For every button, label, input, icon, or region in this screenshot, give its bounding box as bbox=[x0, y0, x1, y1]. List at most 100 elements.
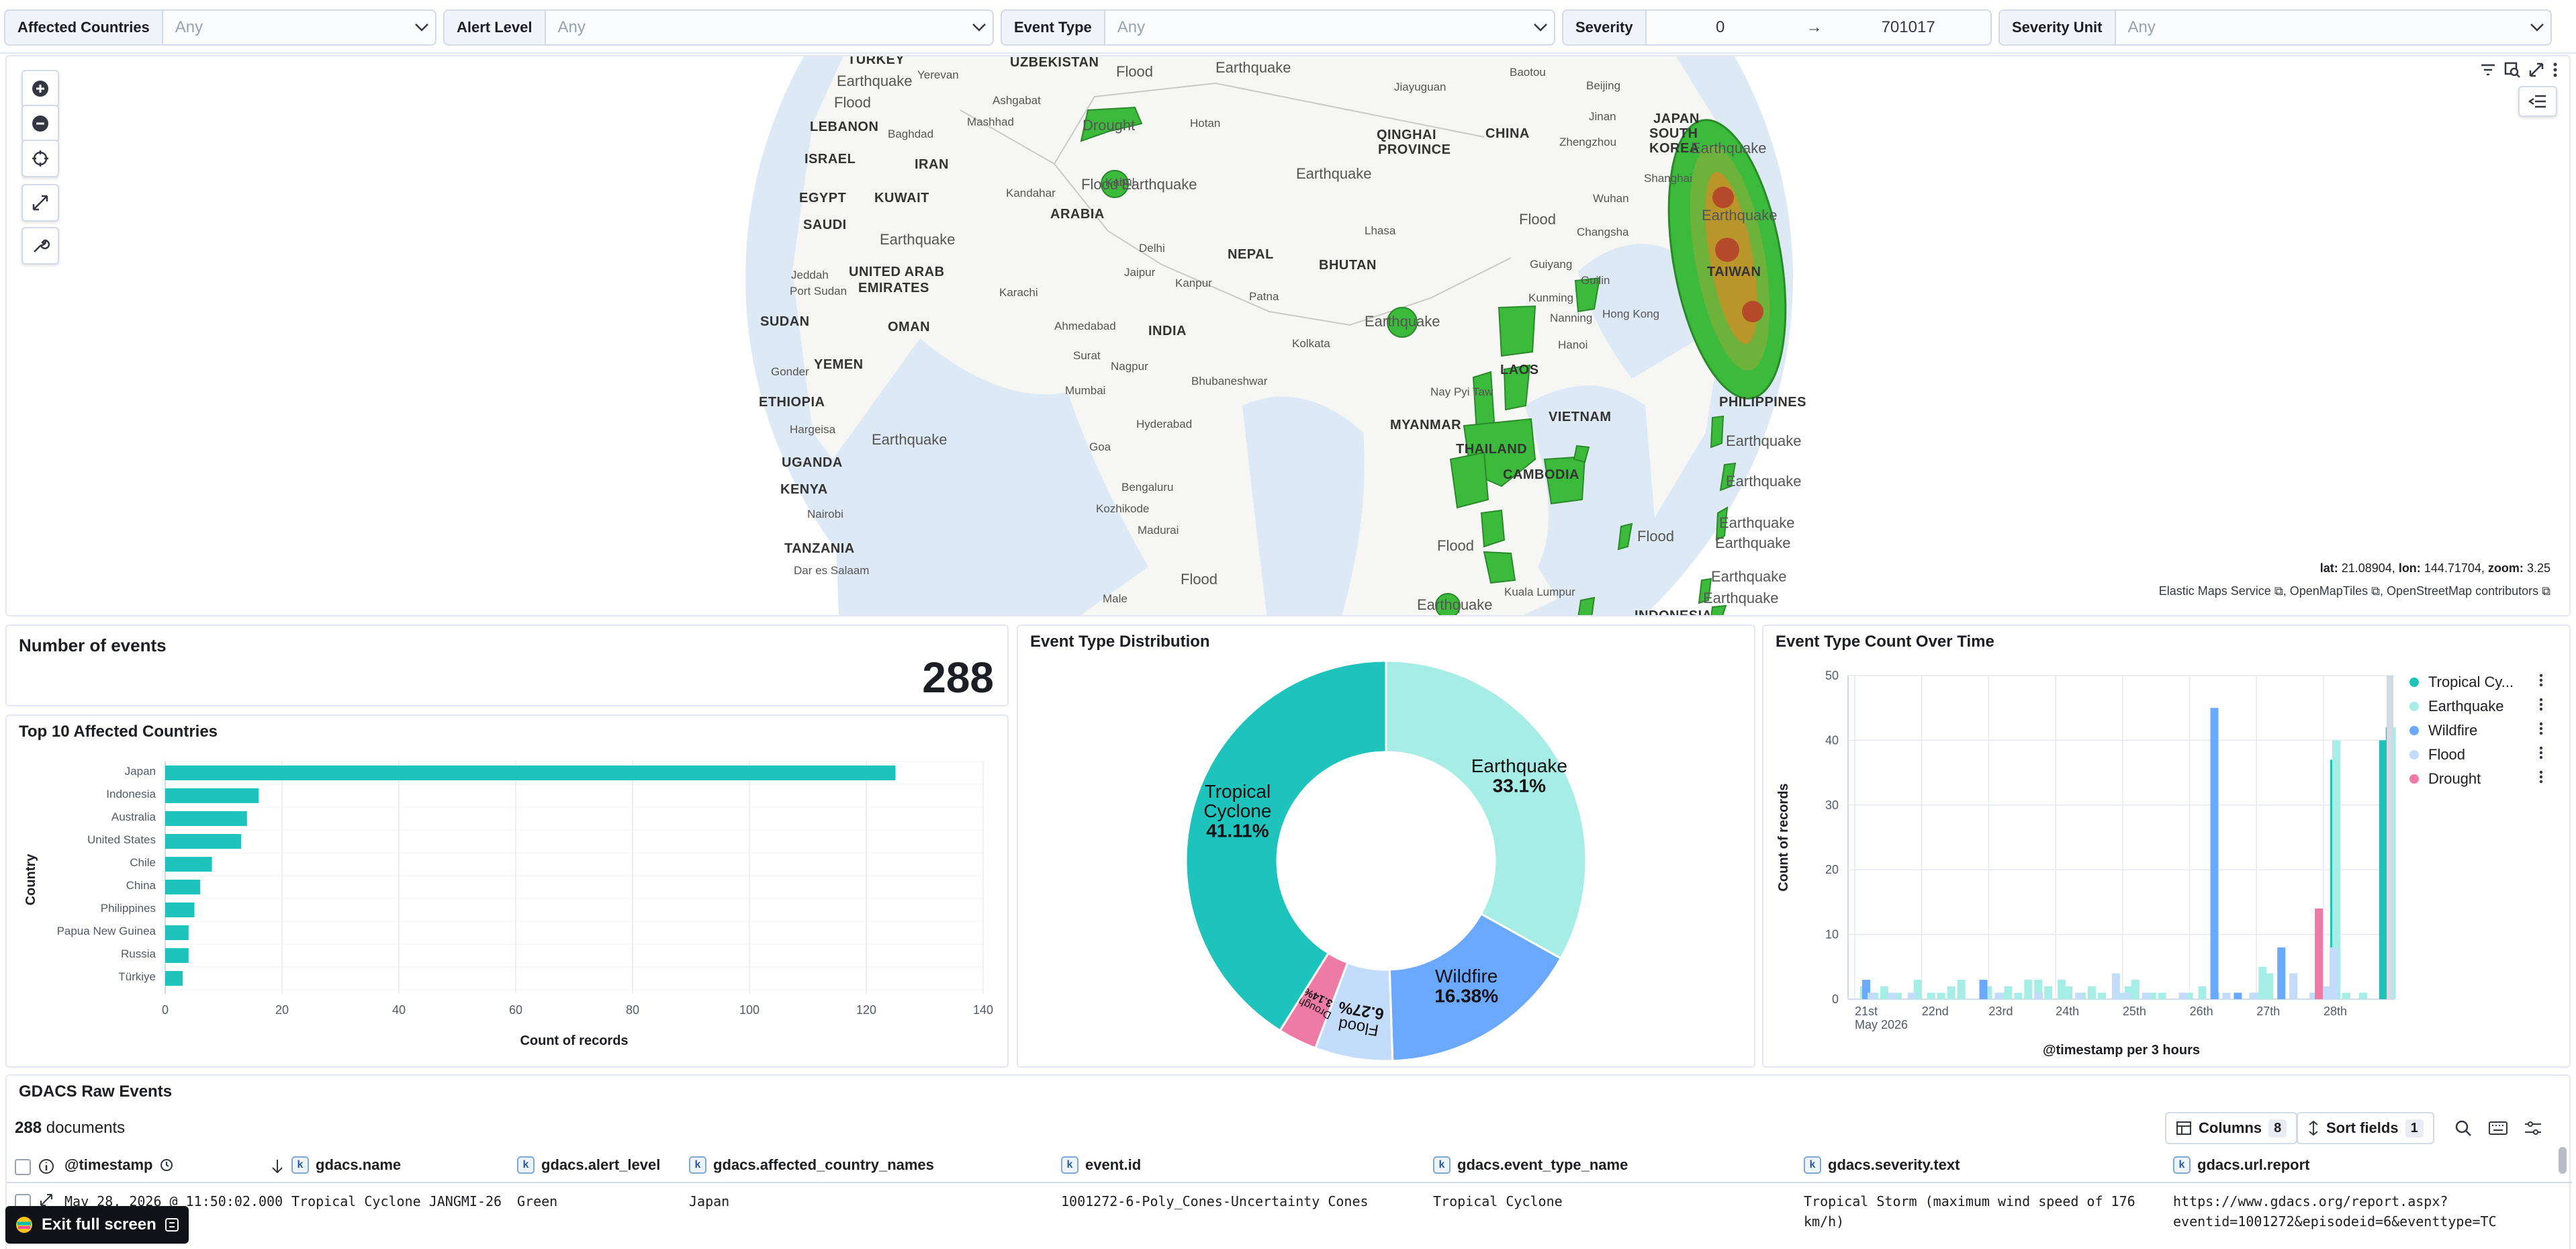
attribution-link[interactable]: OpenStreetMap contributors bbox=[2387, 584, 2539, 598]
typhoon-cone bbox=[1667, 119, 1787, 400]
clock-icon bbox=[160, 1159, 173, 1171]
chevron-down-icon[interactable] bbox=[2524, 23, 2550, 32]
column-header-event-type[interactable]: k gdacs.event_type_name bbox=[1433, 1156, 1628, 1174]
sort-descending-icon[interactable] bbox=[270, 1158, 285, 1178]
y-tick-label: 30 bbox=[1825, 798, 1839, 812]
filter-icon[interactable] bbox=[2479, 61, 2497, 82]
column-header-timestamp[interactable]: @timestamp bbox=[64, 1156, 174, 1174]
x-tick-label: 120 bbox=[856, 1003, 876, 1017]
slice-wildfire bbox=[1388, 912, 1563, 1062]
map-panel-tools bbox=[2479, 56, 2559, 86]
column-header-event-id[interactable]: k event.id bbox=[1061, 1156, 1141, 1174]
more-options-icon[interactable] bbox=[2552, 61, 2559, 82]
legend-item[interactable]: Flood bbox=[2409, 745, 2544, 764]
search-icon[interactable] bbox=[2447, 1112, 2479, 1144]
fit-bounds-button[interactable] bbox=[21, 184, 59, 222]
column-header-name[interactable]: k gdacs.name bbox=[291, 1156, 401, 1174]
map-label: Earthquake bbox=[1365, 313, 1440, 330]
top-countries-chart[interactable]: 0 20 40 60 80 100 120 140 Japan Indonesia Australi… bbox=[7, 716, 1010, 1069]
map-label: Kandahar bbox=[1006, 187, 1056, 199]
bar-flood bbox=[2249, 992, 2258, 999]
fullscreen-icon[interactable] bbox=[2528, 61, 2545, 82]
legend-action-icon[interactable] bbox=[2538, 770, 2544, 788]
map-label: KOREA bbox=[1649, 141, 1700, 156]
map-label: SUDAN bbox=[760, 314, 810, 329]
map-label: Earthquake bbox=[1691, 140, 1767, 156]
legend-label: Wildfire bbox=[2428, 722, 2478, 739]
y-tick-label: Papua New Guinea bbox=[57, 925, 156, 937]
map-label: Goa bbox=[1089, 441, 1111, 453]
keyboard-icon[interactable] bbox=[2482, 1112, 2514, 1144]
y-tick-label: 10 bbox=[1825, 928, 1839, 941]
attribution-link[interactable]: OpenMapTiles bbox=[2289, 584, 2368, 598]
y-tick-label: Australia bbox=[111, 811, 156, 823]
legend-action-icon[interactable] bbox=[2538, 673, 2544, 692]
severity-min-input[interactable]: 0 bbox=[1715, 18, 1725, 36]
tools-button[interactable] bbox=[21, 227, 59, 265]
exit-fullscreen-button[interactable]: Exit full screen bbox=[5, 1206, 189, 1244]
attribution-link[interactable]: Elastic Maps Service bbox=[2158, 584, 2271, 598]
zoom-out-button[interactable] bbox=[21, 105, 59, 142]
map-label: Jinan bbox=[1589, 110, 1616, 123]
bar-earthquake bbox=[2044, 986, 2053, 999]
column-header-alert-level[interactable]: k gdacs.alert_level bbox=[517, 1156, 660, 1174]
map-label: Nanning bbox=[1550, 312, 1593, 324]
bar-flood bbox=[2323, 986, 2332, 999]
severity-control[interactable]: Severity 0 → 701017 bbox=[1562, 9, 1992, 46]
table-scrollbar[interactable] bbox=[2559, 1147, 2567, 1174]
inspect-icon[interactable] bbox=[2503, 61, 2521, 82]
map-label: Kolkata bbox=[1292, 337, 1330, 350]
severity-max-input[interactable]: 701017 bbox=[1881, 18, 1935, 36]
select-all-checkbox[interactable] bbox=[15, 1159, 31, 1175]
map-panel[interactable]: TURKEY UZBEKISTAN Yerevan Earthquake Flo… bbox=[5, 55, 2571, 616]
keyword-type-icon: k bbox=[689, 1156, 706, 1174]
chevron-down-icon[interactable] bbox=[408, 23, 435, 32]
info-icon[interactable] bbox=[38, 1158, 55, 1178]
zoom-in-button[interactable] bbox=[21, 70, 59, 107]
event-type-control[interactable]: Event Type Any bbox=[1001, 9, 1555, 46]
range-arrow-icon: → bbox=[1806, 18, 1823, 36]
alert-level-value[interactable]: Any bbox=[557, 18, 586, 36]
bar-flood bbox=[2178, 992, 2187, 999]
display-settings-icon[interactable] bbox=[2517, 1112, 2549, 1144]
set-view-button[interactable] bbox=[21, 140, 59, 177]
x-tick-label: 23rd bbox=[1988, 1005, 2013, 1018]
legend-item[interactable]: Tropical Cy... bbox=[2409, 673, 2544, 692]
alert-level-control[interactable]: Alert Level Any bbox=[443, 9, 994, 46]
legend-item[interactable]: Wildfire bbox=[2409, 721, 2544, 740]
legend-color-dot bbox=[2409, 726, 2419, 735]
south-china-sea bbox=[1524, 385, 1659, 615]
columns-button[interactable]: Columns 8 bbox=[2165, 1112, 2298, 1144]
event-type-value[interactable]: Any bbox=[1117, 18, 1146, 36]
map-label: UZBEKISTAN bbox=[1010, 55, 1099, 70]
bar-wildfire bbox=[2277, 947, 2286, 999]
column-header-severity[interactable]: k gdacs.severity.text bbox=[1804, 1156, 1960, 1174]
event-type-donut-chart[interactable]: Earthquake33.1%Wildfire16.38%Flood6.27%D… bbox=[1018, 626, 1757, 1069]
bar-earthquake bbox=[1927, 992, 1935, 999]
cell-event-id: 1001272-6-Poly_Cones-Uncertainty Cones bbox=[1061, 1193, 1369, 1209]
chevron-down-icon[interactable] bbox=[1527, 23, 1554, 32]
legend-item[interactable]: Earthquake bbox=[2409, 697, 2544, 716]
legend-item[interactable]: Drought bbox=[2409, 770, 2544, 788]
column-header-url[interactable]: k gdacs.url.report bbox=[2173, 1156, 2309, 1174]
sort-fields-button[interactable]: Sort fields 1 bbox=[2297, 1112, 2434, 1144]
affected-countries-control[interactable]: Affected Countries Any bbox=[4, 9, 436, 46]
external-link-icon: ⧉ bbox=[2371, 584, 2380, 598]
affected-countries-value[interactable]: Any bbox=[175, 18, 203, 36]
layer-control-button[interactable] bbox=[2518, 86, 2557, 117]
chevron-down-icon[interactable] bbox=[966, 23, 993, 32]
severity-unit-control[interactable]: Severity Unit Any bbox=[1998, 9, 2552, 46]
legend-action-icon[interactable] bbox=[2538, 697, 2544, 716]
map-label: Karachi bbox=[999, 286, 1038, 299]
expand-row-icon[interactable] bbox=[39, 1193, 54, 1211]
legend-action-icon[interactable] bbox=[2538, 745, 2544, 764]
severity-unit-value[interactable]: Any bbox=[2127, 18, 2156, 36]
legend-action-icon[interactable] bbox=[2538, 721, 2544, 740]
bar-flood bbox=[2309, 992, 2318, 999]
map-label: Jeddah bbox=[791, 269, 829, 281]
column-header-countries[interactable]: k gdacs.affected_country_names bbox=[689, 1156, 934, 1174]
map-canvas[interactable] bbox=[7, 56, 2571, 616]
